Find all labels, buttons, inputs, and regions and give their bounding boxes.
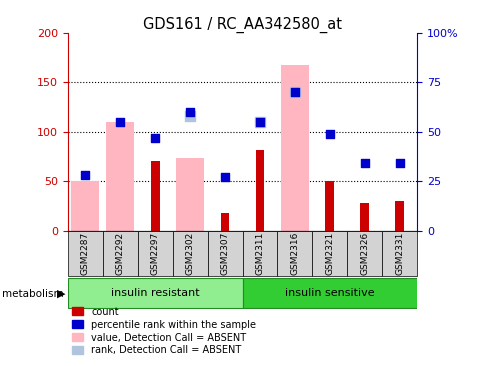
FancyBboxPatch shape [172, 231, 207, 276]
Text: insulin resistant: insulin resistant [111, 288, 199, 298]
Point [256, 119, 263, 125]
Text: GSM2292: GSM2292 [116, 232, 124, 275]
Point [325, 131, 333, 137]
FancyBboxPatch shape [277, 231, 312, 276]
FancyBboxPatch shape [312, 231, 347, 276]
Bar [151, 161, 159, 231]
Text: GSM2316: GSM2316 [290, 232, 299, 275]
Point [395, 160, 403, 166]
FancyBboxPatch shape [347, 231, 381, 276]
Text: metabolism: metabolism [2, 288, 64, 299]
Bar [106, 122, 134, 231]
Bar [220, 213, 229, 231]
Point [151, 135, 159, 141]
Bar [71, 181, 99, 231]
FancyBboxPatch shape [68, 278, 242, 307]
Point [290, 89, 298, 95]
Point [186, 113, 194, 119]
FancyBboxPatch shape [207, 231, 242, 276]
Text: GSM2311: GSM2311 [255, 232, 264, 275]
Bar [176, 158, 204, 231]
FancyBboxPatch shape [242, 231, 277, 276]
Text: GSM2326: GSM2326 [360, 232, 368, 275]
Bar [394, 201, 403, 231]
Bar [280, 64, 308, 231]
Point [81, 172, 89, 178]
Text: GSM2331: GSM2331 [394, 232, 403, 275]
Legend: count, percentile rank within the sample, value, Detection Call = ABSENT, rank, : count, percentile rank within the sample… [68, 303, 259, 359]
Point [290, 89, 298, 95]
Point [186, 109, 194, 115]
FancyBboxPatch shape [242, 278, 416, 307]
Text: GDS161 / RC_AA342580_at: GDS161 / RC_AA342580_at [143, 16, 341, 33]
FancyBboxPatch shape [381, 231, 416, 276]
Bar [325, 181, 333, 231]
FancyBboxPatch shape [103, 231, 137, 276]
Point [221, 174, 228, 180]
Text: ▶: ▶ [57, 288, 66, 299]
Text: GSM2297: GSM2297 [151, 232, 159, 275]
Text: GSM2302: GSM2302 [185, 232, 194, 275]
Text: GSM2321: GSM2321 [325, 232, 333, 275]
Bar [360, 203, 368, 231]
FancyBboxPatch shape [68, 231, 103, 276]
FancyBboxPatch shape [137, 231, 172, 276]
Point [360, 160, 368, 166]
Bar [255, 150, 264, 231]
Point [256, 119, 263, 125]
Point [116, 119, 124, 125]
Text: GSM2307: GSM2307 [220, 232, 229, 275]
Text: GSM2287: GSM2287 [81, 232, 90, 275]
Text: insulin sensitive: insulin sensitive [285, 288, 374, 298]
